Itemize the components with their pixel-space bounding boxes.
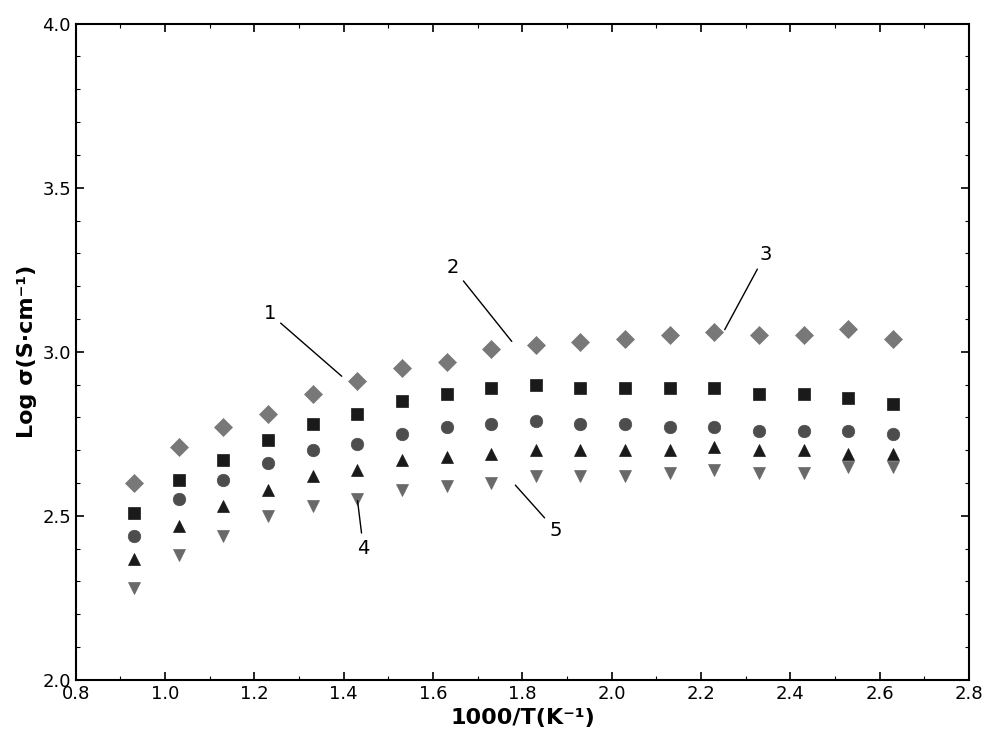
Text: 3: 3: [725, 245, 771, 329]
Text: 2: 2: [447, 258, 512, 341]
Text: 5: 5: [515, 485, 562, 539]
Y-axis label: Log σ(S·cm⁻¹): Log σ(S·cm⁻¹): [17, 265, 37, 438]
Text: 4: 4: [357, 501, 370, 557]
X-axis label: 1000/T(K⁻¹): 1000/T(K⁻¹): [450, 708, 595, 729]
Text: 1: 1: [263, 304, 342, 376]
